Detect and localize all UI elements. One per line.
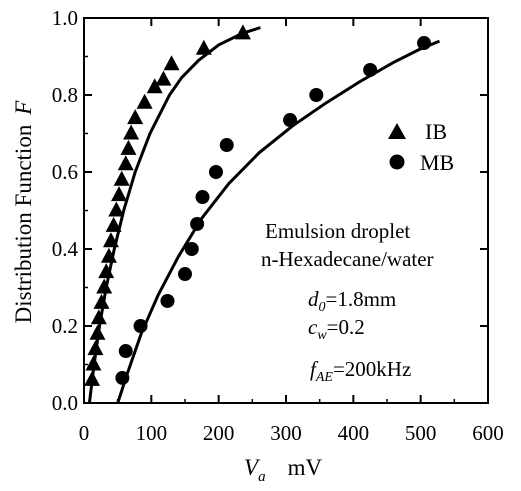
annotation-sample-line2: n-Hexadecane/water xyxy=(261,247,434,271)
y-tick-label: 0.6 xyxy=(52,160,78,184)
mb-point xyxy=(309,88,324,102)
annotation-cw: cw=0.2 xyxy=(308,315,365,343)
x-tick-label: 400 xyxy=(338,421,370,445)
x-tick-label: 100 xyxy=(136,421,168,445)
x-tick-label: 600 xyxy=(472,421,504,445)
ib-point xyxy=(105,216,122,232)
mb-point xyxy=(219,138,234,153)
x-tick-label: 200 xyxy=(203,421,235,445)
x-axis-symbol: V xyxy=(244,455,261,480)
series-mb-fit-curve xyxy=(116,39,441,404)
ib-point xyxy=(111,186,128,202)
annotation-sample-line1: Emulsion droplet xyxy=(265,219,410,243)
y-tick-label: 1.0 xyxy=(52,6,78,30)
mb-point xyxy=(208,165,223,179)
series-ib-fit-curve xyxy=(87,26,261,404)
legend-triangle-icon xyxy=(388,123,406,139)
annotation-block: Emulsion droplet n-Hexadecane/water d0=1… xyxy=(261,219,434,385)
y-tick-label: 0.4 xyxy=(52,237,79,261)
tick-labels: 0 100 200 300 400 500 600 0.0 0.2 0.4 0.6 0.8 1.0 xyxy=(52,6,504,445)
mb-point xyxy=(160,293,175,308)
x-tick-label: 500 xyxy=(405,421,437,445)
x-tick-label: 300 xyxy=(270,421,302,445)
ib-point xyxy=(117,155,134,171)
mb-point xyxy=(195,190,210,205)
series-mb-markers xyxy=(115,36,432,385)
x-axis-subscript: a xyxy=(258,469,266,485)
annotation-d0: d0=1.8mm xyxy=(308,287,396,315)
legend-label-mb: MB xyxy=(420,150,454,175)
x-axis-unit: mV xyxy=(288,455,323,480)
mb-point xyxy=(184,242,199,256)
ib-point xyxy=(136,93,153,109)
ib-point xyxy=(113,170,130,186)
ib-point xyxy=(120,139,137,155)
axis-ticks xyxy=(83,17,489,404)
ib-point xyxy=(195,39,212,55)
ib-point xyxy=(90,309,107,325)
x-tick-label: 0 xyxy=(79,421,90,445)
y-axis-symbol: F xyxy=(11,100,36,116)
legend-circle-icon xyxy=(389,154,405,170)
legend: IB MB xyxy=(388,119,454,175)
mb-point xyxy=(118,344,133,359)
ib-point xyxy=(155,70,172,86)
ib-point xyxy=(108,201,125,217)
ib-point xyxy=(127,109,144,125)
y-tick-label: 0.2 xyxy=(52,314,78,338)
series-ib-markers xyxy=(84,24,251,386)
ib-point xyxy=(123,124,140,140)
ib-point xyxy=(163,55,180,71)
x-axis-title: Va mV xyxy=(244,455,322,485)
annotation-fae: fAE=200kHz xyxy=(310,357,411,385)
ib-point xyxy=(93,293,110,309)
ib-point xyxy=(146,78,163,94)
mb-point xyxy=(178,267,192,282)
plot-frame xyxy=(83,17,489,404)
y-axis-label-text: Distribution Function xyxy=(11,124,36,323)
y-tick-label: 0.0 xyxy=(52,391,78,415)
y-tick-label: 0.8 xyxy=(52,83,78,107)
ib-point xyxy=(96,278,113,294)
legend-label-ib: IB xyxy=(425,119,447,144)
y-axis-title: Distribution Function F xyxy=(11,100,36,324)
